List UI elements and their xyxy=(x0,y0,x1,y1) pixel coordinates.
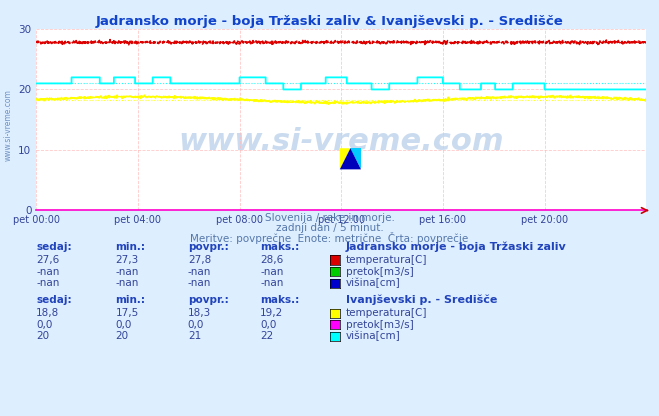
Text: pretok[m3/s]: pretok[m3/s] xyxy=(346,320,414,330)
Text: 21: 21 xyxy=(188,332,201,342)
Text: 0,0: 0,0 xyxy=(260,320,277,330)
Text: 22: 22 xyxy=(260,332,273,342)
Text: Ivanjševski p. - Središče: Ivanjševski p. - Središče xyxy=(346,295,498,305)
Text: 18,8: 18,8 xyxy=(36,308,59,318)
Text: temperatura[C]: temperatura[C] xyxy=(346,255,428,265)
Text: Slovenija / reke in morje.: Slovenija / reke in morje. xyxy=(264,213,395,223)
Text: www.si-vreme.com: www.si-vreme.com xyxy=(178,127,504,156)
Polygon shape xyxy=(340,148,361,169)
Text: 18,3: 18,3 xyxy=(188,308,211,318)
Text: 27,6: 27,6 xyxy=(36,255,59,265)
Text: Jadransko morje - boja Tržaski zaliv & Ivanjševski p. - Središče: Jadransko morje - boja Tržaski zaliv & I… xyxy=(96,15,563,27)
Text: -nan: -nan xyxy=(188,278,211,288)
Text: Jadransko morje - boja Tržaski zaliv: Jadransko morje - boja Tržaski zaliv xyxy=(346,241,567,252)
Text: Meritve: povprečne  Enote: metrične  Črta: povprečje: Meritve: povprečne Enote: metrične Črta:… xyxy=(190,232,469,244)
Polygon shape xyxy=(351,148,361,169)
Text: min.:: min.: xyxy=(115,295,146,305)
Text: temperatura[C]: temperatura[C] xyxy=(346,308,428,318)
Text: 20: 20 xyxy=(36,332,49,342)
Text: 0,0: 0,0 xyxy=(36,320,53,330)
Text: -nan: -nan xyxy=(115,278,138,288)
Text: -nan: -nan xyxy=(188,267,211,277)
Text: -nan: -nan xyxy=(260,278,283,288)
Text: 0,0: 0,0 xyxy=(188,320,204,330)
Text: 17,5: 17,5 xyxy=(115,308,138,318)
Text: -nan: -nan xyxy=(260,267,283,277)
Text: višina[cm]: višina[cm] xyxy=(346,331,401,342)
Text: maks.:: maks.: xyxy=(260,242,300,252)
Text: 27,8: 27,8 xyxy=(188,255,211,265)
Text: maks.:: maks.: xyxy=(260,295,300,305)
Text: višina[cm]: višina[cm] xyxy=(346,278,401,288)
Text: zadnji dan / 5 minut.: zadnji dan / 5 minut. xyxy=(275,223,384,233)
Text: sedaj:: sedaj: xyxy=(36,295,72,305)
Text: 0,0: 0,0 xyxy=(115,320,132,330)
Text: sedaj:: sedaj: xyxy=(36,242,72,252)
Text: -nan: -nan xyxy=(115,267,138,277)
Text: min.:: min.: xyxy=(115,242,146,252)
Text: povpr.:: povpr.: xyxy=(188,242,229,252)
Text: www.si-vreme.com: www.si-vreme.com xyxy=(4,89,13,161)
Polygon shape xyxy=(340,148,351,169)
Text: 28,6: 28,6 xyxy=(260,255,283,265)
Text: -nan: -nan xyxy=(36,278,59,288)
Text: -nan: -nan xyxy=(36,267,59,277)
Text: 19,2: 19,2 xyxy=(260,308,283,318)
Text: 20: 20 xyxy=(115,332,129,342)
Text: 27,3: 27,3 xyxy=(115,255,138,265)
Text: pretok[m3/s]: pretok[m3/s] xyxy=(346,267,414,277)
Text: povpr.:: povpr.: xyxy=(188,295,229,305)
